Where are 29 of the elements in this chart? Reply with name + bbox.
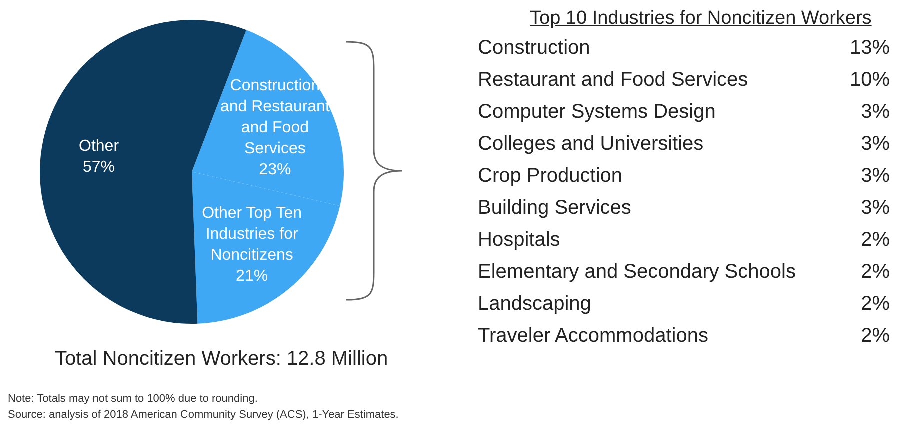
text: Top 10 Industries for Noncitizen Workers — [530, 8, 872, 30]
source-note: Source: analysis of 2018 American Community Survey (ACS), 1-Year Estimates. — [8, 409, 399, 421]
data-label: 13% — [850, 37, 890, 60]
category-label: Crop Production — [478, 165, 623, 187]
data-label: 2% — [861, 261, 890, 284]
slice-label: Other Top Ten Industries for Noncitizens — [201, 204, 304, 266]
data-label: 10% — [850, 69, 890, 92]
category-label: Hospitals — [478, 229, 560, 251]
category-label: Building Services — [478, 197, 632, 219]
category-label: Computer Systems Design — [478, 101, 716, 123]
data-label: 3% — [861, 165, 890, 188]
category-label: Colleges and Universities — [478, 133, 704, 155]
category-label: Landscaping — [478, 293, 592, 315]
data-label: 21% — [235, 266, 270, 287]
data-label: 23% — [258, 160, 292, 180]
data-label: 2% — [861, 229, 890, 252]
data-label: 2% — [861, 325, 890, 348]
category-label: Construction — [478, 37, 590, 59]
data-label: 3% — [861, 133, 890, 156]
text: Note: Totals may not sum to 100% due to rounding. — [8, 393, 258, 405]
text: Total Noncitizen Workers: 12.8 Million — [55, 348, 388, 371]
data-label: 3% — [861, 101, 890, 124]
data-label: 2% — [861, 293, 890, 316]
data-label: 3% — [861, 197, 890, 220]
category-label: Traveler Accommodations — [478, 325, 708, 347]
category-label: Elementary and Secondary Schools — [478, 261, 796, 283]
category-label: Restaurant and Food Services — [478, 69, 748, 91]
data-label: 57% — [82, 158, 116, 178]
slice-label: Other — [78, 136, 120, 157]
